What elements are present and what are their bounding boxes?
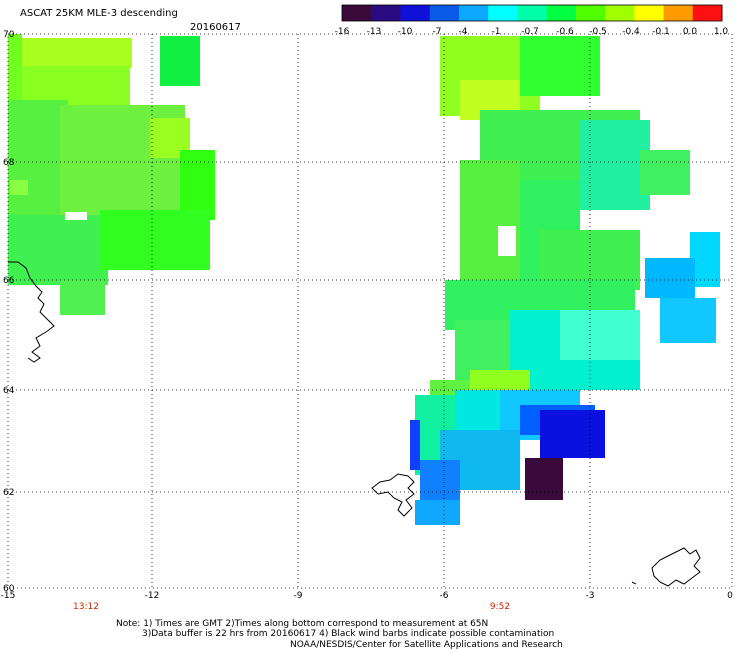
colorbar-label: -0.7 [521,27,539,37]
note-line-2: 3)Data buffer is 22 hrs from 20160617 4)… [142,629,554,639]
colorbar-label: 0.0 [683,27,698,37]
east-swath [410,36,720,525]
faroe-islands [371,473,415,517]
colorbar-labels: -16 -13 -10 -7 -4 -1 -0.7 -0.6 -0.5 -0.4… [335,27,729,37]
x-axis-labels: -15 -12 -9 -6 -3 0 [1,591,733,601]
grid [7,33,733,589]
lat-tick: 62 [3,488,14,498]
pass-time-west: 13:12 [73,602,99,612]
colorbar-label: -4 [459,27,468,37]
colorbar-swatch [634,5,665,21]
colorbar-swatch [342,5,372,21]
iceland-coast-west [8,261,55,363]
lat-tick: 66 [3,276,15,286]
colorbar-label: -1 [492,27,501,37]
colorbar-label: -0.5 [589,27,607,37]
colorbar-label: 1.0 [714,27,729,37]
lat-tick: 70 [3,30,15,40]
shetland-islands [651,547,701,587]
colorbar-swatch [692,5,723,21]
colorbar-label: -0.6 [556,27,574,37]
colorbar-swatch [458,5,489,21]
pass-time-east: 9:52 [490,602,510,612]
lon-tick: -12 [145,591,160,601]
colorbar-label: -7 [433,27,442,37]
map-title: ASCAT 25KM MLE-3 descending [20,8,178,19]
coastlines [8,261,701,587]
lon-tick: 0 [727,591,733,601]
colorbar-swatch [371,5,401,21]
note-line-3: NOAA/NESDIS/Center for Satellite Applica… [290,640,563,650]
colorbar-label: -10 [398,27,413,37]
lat-tick: 68 [3,158,15,168]
lon-tick: -6 [440,591,449,601]
lon-tick: -15 [1,591,16,601]
y-axis-labels: 70 68 66 64 62 60 [3,30,15,594]
colorbar-swatch [663,5,694,21]
colorbar-label: -13 [367,27,382,37]
lat-tick: 64 [3,386,15,396]
colorbar-swatch [517,5,548,21]
lon-tick: -9 [294,591,303,601]
colorbar-swatch [488,5,518,21]
lon-tick: -3 [586,591,595,601]
colorbar-label: -16 [335,27,350,37]
colorbar-swatch [605,5,635,21]
colorbar-swatch [546,5,577,21]
colorbar-swatch [575,5,606,21]
lat-tick: 60 [3,584,15,594]
colorbar-label: -0.4 [622,27,640,37]
colorbar-swatch [429,5,460,21]
west-swath [8,34,215,315]
colorbar: -16 -13 -10 -7 -4 -1 -0.7 -0.6 -0.5 -0.4… [335,4,729,37]
colorbar-label: -0.1 [652,27,670,37]
note-line-1: Note: 1) Times are GMT 2)Times along bot… [116,619,488,629]
colorbar-swatch [400,5,431,21]
colorbar-swatches [342,5,723,21]
map-date: 20160617 [190,22,241,33]
